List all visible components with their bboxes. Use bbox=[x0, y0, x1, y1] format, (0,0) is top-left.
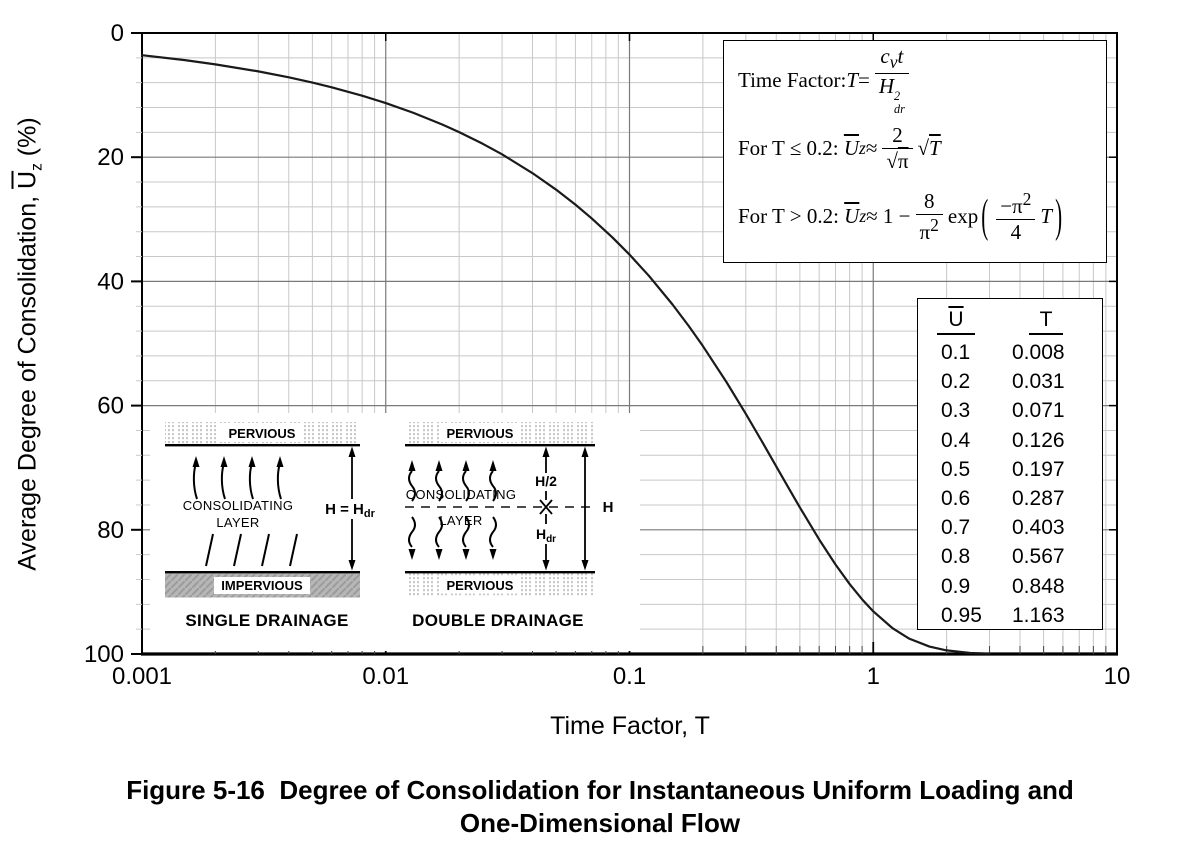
mid-depth-x-marker bbox=[539, 499, 553, 515]
t-value: 0.287 bbox=[1012, 487, 1065, 511]
u-value: 0.95 bbox=[941, 603, 982, 627]
table-row: 0.5 0.197 bbox=[918, 455, 1098, 484]
t-value: 0.403 bbox=[1012, 516, 1065, 540]
t-value: 0.567 bbox=[1012, 545, 1065, 569]
flow-strokes bbox=[205, 533, 298, 567]
y-tick-label: 20 bbox=[97, 144, 124, 171]
top-boundary-line bbox=[165, 444, 360, 447]
diagram-background bbox=[150, 413, 395, 651]
formula-time-factor: Time Factor: T = cvt H 2 dr bbox=[738, 44, 1092, 116]
u-value: 0.4 bbox=[941, 428, 971, 452]
single-drainage-diagram: PERVIOUS CONSOLIDATING LAYER IMPERVIOUS bbox=[150, 413, 395, 651]
upward-flow-arrows bbox=[408, 470, 497, 502]
u-column-header: U bbox=[918, 308, 994, 335]
bottom-boundary-line bbox=[165, 571, 360, 574]
table-row: 0.1 0.008 bbox=[918, 338, 1098, 367]
y-tick-label: 40 bbox=[97, 268, 124, 295]
u-value: 0.3 bbox=[941, 399, 971, 423]
u-value: 0.6 bbox=[941, 487, 971, 511]
x-tick-label: 0.1 bbox=[613, 663, 646, 690]
y-tick-label: 100 bbox=[84, 641, 124, 668]
figure-caption-line2: One-Dimensional Flow bbox=[459, 808, 741, 838]
figure-caption: Figure 5-16 Degree of Consolidation for … bbox=[0, 774, 1200, 840]
x-tick-label: 10 bbox=[1104, 663, 1131, 690]
u-t-table: 0.1 0.008 0.2 0.031 0.3 0.071 0.4 0.126 0.5 0.197… bbox=[918, 338, 1098, 630]
y-tick-label: 80 bbox=[97, 517, 124, 544]
table-row: 0.6 0.287 bbox=[918, 484, 1098, 513]
u-value: 0.2 bbox=[941, 370, 971, 394]
table-row: 0.7 0.403 bbox=[918, 513, 1098, 542]
u-t-table-box: U T 0.1 0.008 0.2 0.031 0.3 0.071 0.4 0.126 0.5 0… bbox=[917, 298, 1103, 630]
upward-flow-arrowheads bbox=[408, 460, 497, 471]
u-t-table-header: U T bbox=[918, 299, 1102, 335]
layer-label: LAYER bbox=[439, 513, 482, 528]
pervious-bottom-label: PERVIOUS bbox=[447, 578, 514, 593]
downward-flow-arrows bbox=[408, 516, 497, 548]
y-tick-labels: 0 20 40 60 80 100 bbox=[84, 20, 124, 668]
double-drainage-caption: DOUBLE DRAINAGE bbox=[412, 611, 584, 630]
u-value: 0.9 bbox=[941, 574, 971, 598]
u-value: 0.1 bbox=[941, 341, 971, 364]
curve-path bbox=[140, 54, 991, 655]
upward-flow-arrowheads bbox=[192, 456, 284, 467]
impervious-label: IMPERVIOUS bbox=[221, 578, 303, 593]
u-value: 0.7 bbox=[941, 516, 971, 540]
y-tick-label: 60 bbox=[97, 393, 124, 420]
u-value: 0.5 bbox=[941, 457, 971, 481]
consolidation-curve bbox=[140, 54, 991, 655]
t-value: 1.163 bbox=[1012, 603, 1065, 627]
pervious-top-label: PERVIOUS bbox=[447, 426, 514, 441]
pervious-bottom-label-bg bbox=[441, 576, 519, 594]
t-value: 0.197 bbox=[1012, 457, 1065, 481]
diagram-background bbox=[395, 413, 640, 651]
x-tick-label: 1 bbox=[867, 663, 880, 690]
consolidating-label: CONSOLIDATING bbox=[183, 498, 294, 513]
x-tick-label: 0.01 bbox=[362, 663, 409, 690]
half-height-dimension-arrowheads bbox=[542, 446, 550, 571]
u-value: 0.8 bbox=[941, 545, 971, 569]
consolidating-label: CONSOLIDATING bbox=[406, 487, 517, 502]
y-tick-label: 0 bbox=[111, 20, 124, 47]
full-height-label: H bbox=[603, 499, 614, 516]
ut-table-body: 0.1 0.008 0.2 0.031 0.3 0.071 0.4 0.126 0.5 0.197… bbox=[918, 338, 1098, 630]
drainage-height-label: Hdr bbox=[536, 526, 556, 545]
single-drainage-caption: SINGLE DRAINAGE bbox=[185, 611, 348, 630]
t-value: 0.008 bbox=[1012, 341, 1065, 364]
t-value: 0.031 bbox=[1012, 370, 1065, 394]
bottom-boundary-line bbox=[405, 571, 595, 574]
downward-flow-arrowheads bbox=[408, 549, 497, 560]
table-row: 0.9 0.848 bbox=[918, 572, 1098, 601]
t-value: 0.071 bbox=[1012, 399, 1065, 423]
table-row: 0.2 0.031 bbox=[918, 367, 1098, 396]
t-value: 0.126 bbox=[1012, 428, 1065, 452]
t-column-header: T bbox=[994, 308, 1098, 335]
table-row: 0.3 0.071 bbox=[918, 396, 1098, 425]
pervious-label-bg bbox=[220, 423, 304, 442]
x-tick-labels: 0.001 0.01 0.1 1 10 bbox=[112, 663, 1130, 690]
table-row: 0.95 1.163 bbox=[918, 601, 1098, 630]
layer-label: LAYER bbox=[216, 515, 259, 530]
full-height-dimension-arrowheads bbox=[581, 446, 589, 571]
top-boundary-line bbox=[405, 444, 595, 447]
impervious-label-bg bbox=[214, 577, 310, 594]
table-row: 0.8 0.567 bbox=[918, 542, 1098, 571]
half-height-label: H/2 bbox=[535, 473, 557, 489]
double-drainage-diagram: PERVIOUS CONSOLIDATING LAYER PERVIOU bbox=[395, 413, 640, 651]
x-axis-title: Time Factor, T bbox=[550, 712, 710, 740]
figure-caption-line1: Figure 5-16 Degree of Consolidation for … bbox=[126, 775, 1074, 805]
t-value: 0.848 bbox=[1012, 574, 1065, 598]
pervious-top-label-bg bbox=[441, 423, 519, 442]
height-label: H = Hdr bbox=[325, 501, 375, 520]
y-axis-title: Average Degree of Consolidation, Uz (%) bbox=[13, 117, 46, 571]
table-row: 0.4 0.126 bbox=[918, 426, 1098, 455]
pervious-label: PERVIOUS bbox=[229, 426, 296, 441]
x-tick-label: 0.001 bbox=[112, 663, 172, 690]
height-dimension-arrowheads bbox=[348, 446, 356, 571]
